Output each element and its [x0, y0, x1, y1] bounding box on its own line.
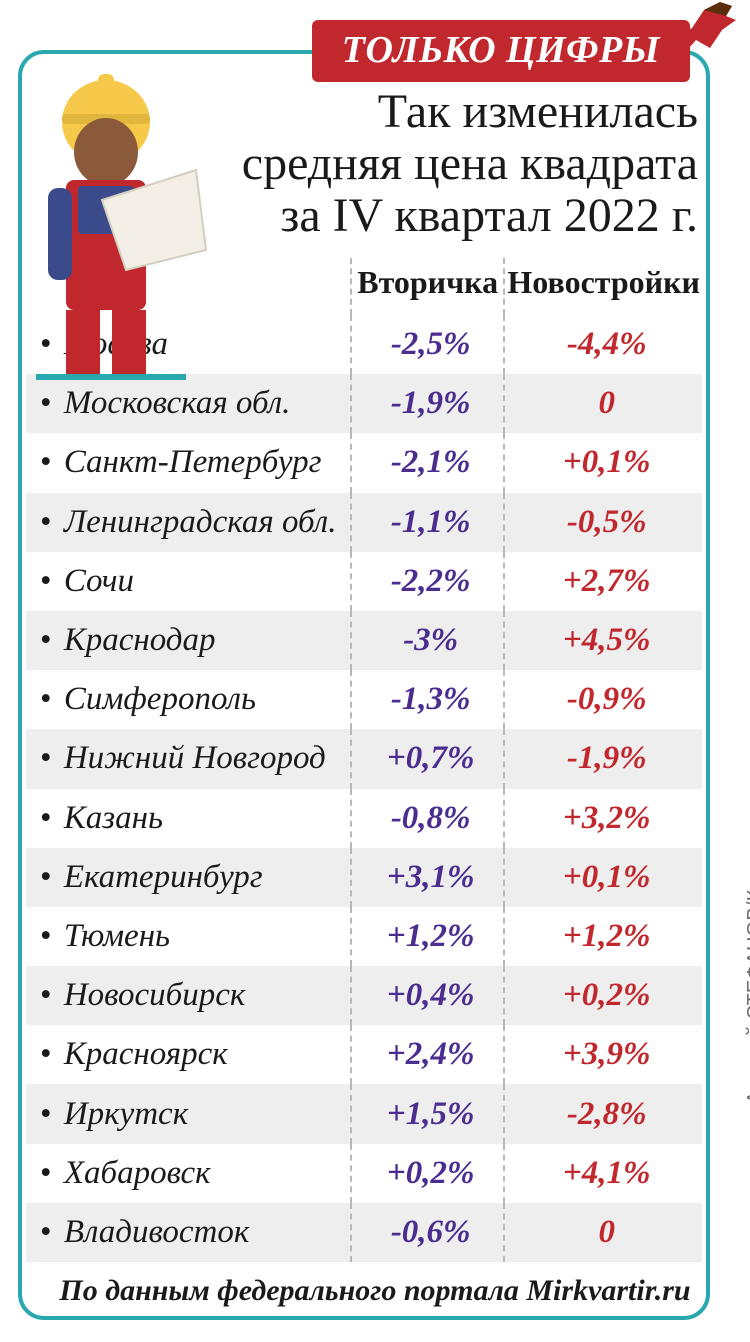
table-row: • Екатеринбург+3,1%+0,1%	[26, 848, 702, 907]
newbuild-value: 0	[504, 1203, 702, 1262]
city-cell: • Санкт-Петербург	[26, 433, 351, 492]
secondary-value: +2,4%	[351, 1025, 504, 1084]
city-cell: • Владивосток	[26, 1203, 351, 1262]
bullet-icon: •	[40, 740, 56, 776]
bullet-icon: •	[40, 1096, 56, 1132]
city-name: Симферополь	[64, 681, 256, 717]
table-row: • Ленинградская обл.-1,1%-0,5%	[26, 493, 702, 552]
newbuild-value: +2,7%	[504, 552, 702, 611]
bullet-icon: •	[40, 918, 56, 954]
secondary-value: -1,3%	[351, 670, 504, 729]
newbuild-value: +0,2%	[504, 966, 702, 1025]
city-cell: • Иркутск	[26, 1084, 351, 1143]
table-row: • Краснодар-3%+4,5%	[26, 611, 702, 670]
bullet-icon: •	[40, 622, 56, 658]
secondary-value: -1,1%	[351, 493, 504, 552]
table-row: • Казань-0,8%+3,2%	[26, 789, 702, 848]
secondary-value: -2,5%	[351, 315, 504, 374]
newbuild-value: +4,5%	[504, 611, 702, 670]
newbuild-value: 0	[504, 374, 702, 433]
city-name: Казань	[64, 800, 163, 836]
bullet-icon: •	[40, 859, 56, 895]
bullet-icon: •	[40, 504, 56, 540]
city-name: Тюмень	[64, 918, 170, 954]
bullet-icon: •	[40, 681, 56, 717]
table-row: • Хабаровск+0,2%+4,1%	[26, 1144, 702, 1203]
secondary-value: +1,2%	[351, 907, 504, 966]
table-row: • Иркутск+1,5%-2,8%	[26, 1084, 702, 1143]
newbuild-value: -4,4%	[504, 315, 702, 374]
author-credit: Алексей СТЕФАНОВ/Комсомольская правда	[744, 680, 750, 1104]
bullet-icon: •	[40, 385, 56, 421]
secondary-value: -2,1%	[351, 433, 504, 492]
city-name: Нижний Новгород	[64, 740, 326, 776]
secondary-value: +0,2%	[351, 1144, 504, 1203]
bullet-icon: •	[40, 800, 56, 836]
city-cell: • Сочи	[26, 552, 351, 611]
newbuild-value: +3,9%	[504, 1025, 702, 1084]
city-cell: • Краснодар	[26, 611, 351, 670]
table-row: • Санкт-Петербург-2,1%+0,1%	[26, 433, 702, 492]
city-name: Иркутск	[64, 1096, 188, 1132]
city-cell: • Красноярск	[26, 1025, 351, 1084]
table-row: • Владивосток-0,6%0	[26, 1203, 702, 1262]
secondary-value: +0,4%	[351, 966, 504, 1025]
secondary-value: +3,1%	[351, 848, 504, 907]
city-cell: • Екатеринбург	[26, 848, 351, 907]
city-name: Красноярск	[64, 1036, 228, 1072]
newbuild-value: +0,1%	[504, 433, 702, 492]
secondary-value: -3%	[351, 611, 504, 670]
newbuild-value: +4,1%	[504, 1144, 702, 1203]
newbuild-value: -0,5%	[504, 493, 702, 552]
city-name: Сочи	[64, 563, 134, 599]
bullet-icon: •	[40, 1214, 56, 1250]
table-row: • Красноярск+2,4%+3,9%	[26, 1025, 702, 1084]
infographic-title: Так изменилась средняя цена квадрата за …	[210, 86, 698, 241]
bullet-icon: •	[40, 1155, 56, 1191]
secondary-value: +0,7%	[351, 729, 504, 788]
city-cell: • Казань	[26, 789, 351, 848]
newbuild-value: +0,1%	[504, 848, 702, 907]
table-row: • Тюмень+1,2%+1,2%	[26, 907, 702, 966]
city-name: Санкт-Петербург	[64, 444, 322, 480]
secondary-value: +1,5%	[351, 1084, 504, 1143]
bullet-icon: •	[40, 444, 56, 480]
city-name: Владивосток	[64, 1214, 249, 1250]
city-name: Екатеринбург	[64, 859, 263, 895]
bullet-icon: •	[40, 977, 56, 1013]
newbuild-value: +1,2%	[504, 907, 702, 966]
construction-worker-icon	[6, 60, 211, 390]
col-header-newbuild: Новостройки	[504, 258, 702, 315]
col-header-secondary: Вторичка	[351, 258, 504, 315]
bullet-icon: •	[40, 563, 56, 599]
city-name: Хабаровск	[64, 1155, 211, 1191]
secondary-value: -2,2%	[351, 552, 504, 611]
newbuild-value: -2,8%	[504, 1084, 702, 1143]
city-cell: • Ленинградская обл.	[26, 493, 351, 552]
newbuild-value: +3,2%	[504, 789, 702, 848]
city-cell: • Нижний Новгород	[26, 729, 351, 788]
city-name: Краснодар	[64, 622, 216, 658]
price-change-table: Вторичка Новостройки • Москва-2,5%-4,4%•…	[26, 258, 702, 1262]
city-name: Новосибирск	[64, 977, 246, 1013]
badge-only-numbers: ТОЛЬКО ЦИФРЫ	[312, 20, 690, 82]
table-row: • Новосибирск+0,4%+0,2%	[26, 966, 702, 1025]
bird-icon	[662, 0, 740, 62]
table-row: • Симферополь-1,3%-0,9%	[26, 670, 702, 729]
city-name: Ленинградская обл.	[64, 504, 337, 540]
data-source-footnote: По данным федерального портала Mirkvarti…	[0, 1274, 750, 1308]
secondary-value: -0,6%	[351, 1203, 504, 1262]
city-cell: • Симферополь	[26, 670, 351, 729]
bullet-icon: •	[40, 1036, 56, 1072]
newbuild-value: -0,9%	[504, 670, 702, 729]
city-cell: • Хабаровск	[26, 1144, 351, 1203]
newbuild-value: -1,9%	[504, 729, 702, 788]
city-name: Московская обл.	[64, 385, 291, 421]
city-cell: • Тюмень	[26, 907, 351, 966]
city-cell: • Новосибирск	[26, 966, 351, 1025]
table-row: • Нижний Новгород+0,7%-1,9%	[26, 729, 702, 788]
secondary-value: -0,8%	[351, 789, 504, 848]
table-row: • Сочи-2,2%+2,7%	[26, 552, 702, 611]
secondary-value: -1,9%	[351, 374, 504, 433]
